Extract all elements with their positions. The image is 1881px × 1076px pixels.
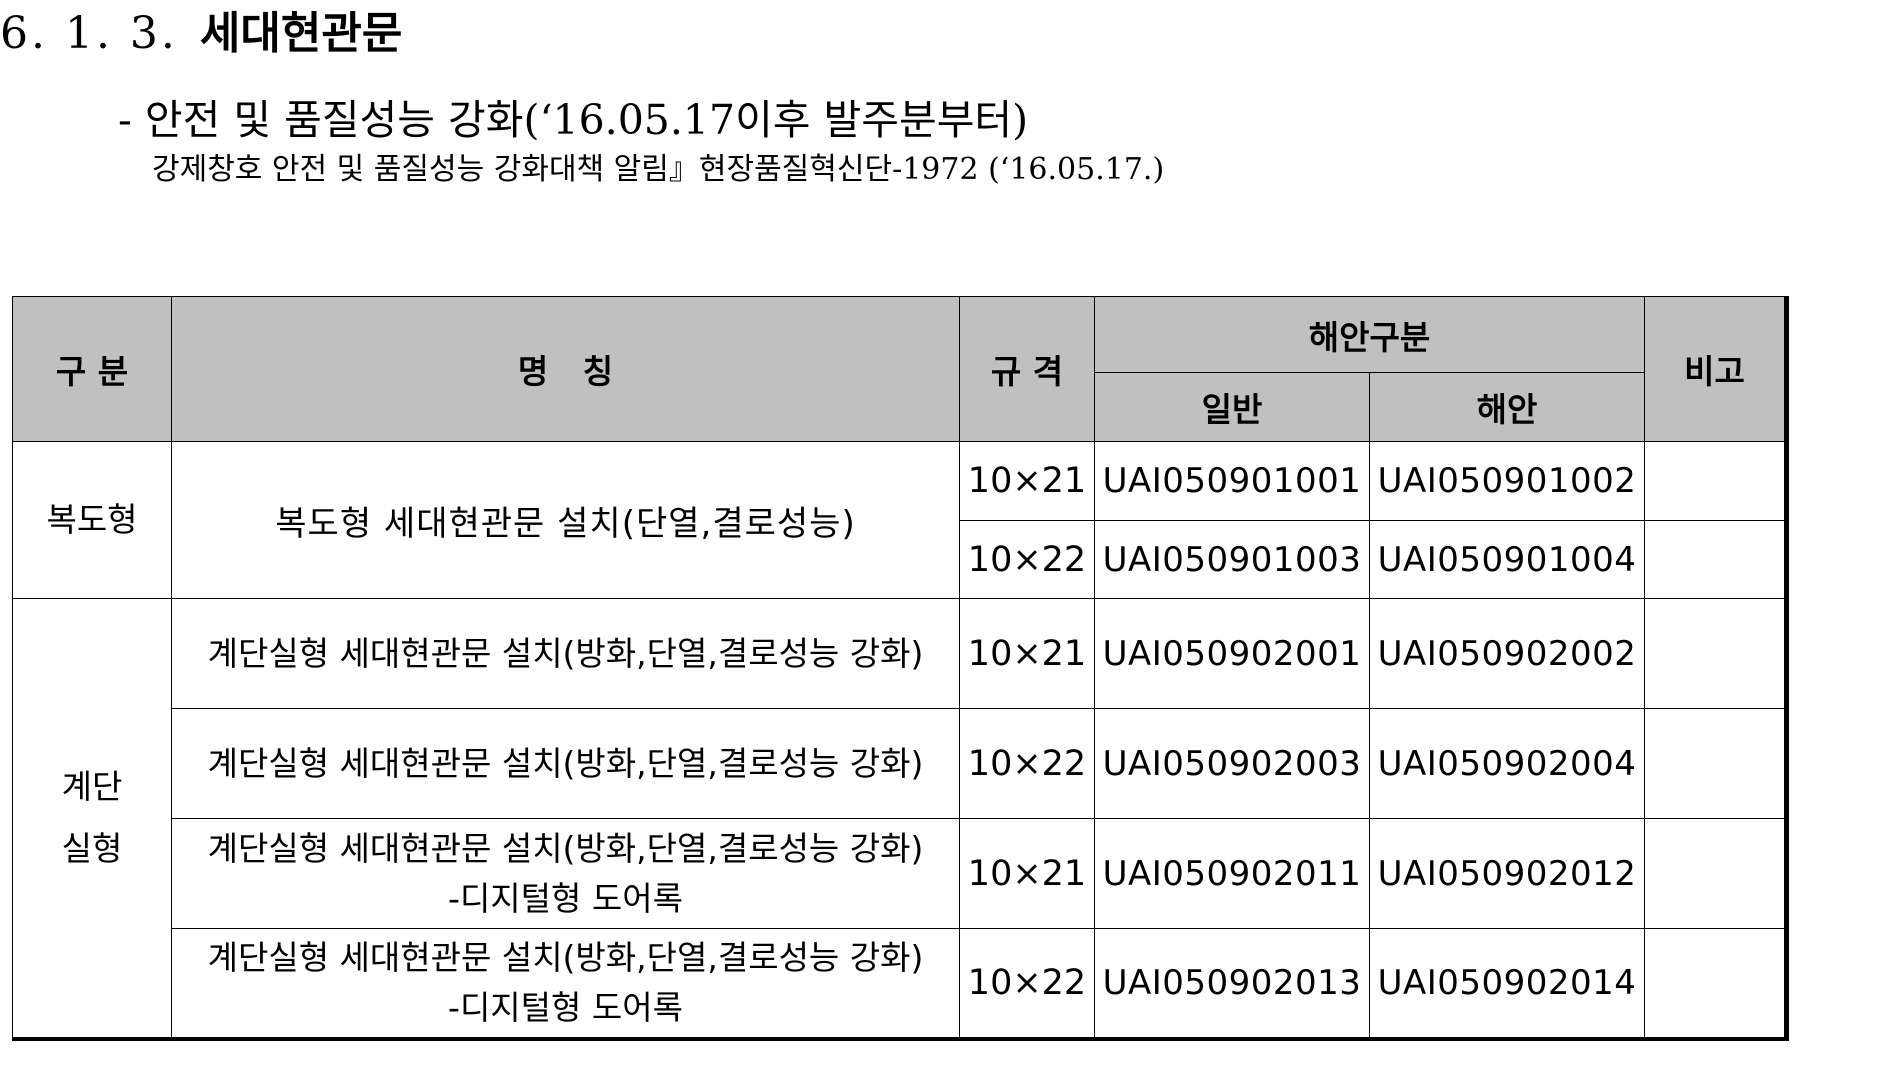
general-code-cell: UAI050902003 (1094, 708, 1370, 819)
coastal-code-cell: UAI050902002 (1368, 598, 1646, 709)
coastal-code-cell: UAI050902014 (1368, 928, 1646, 1039)
group-label-line: 계단 (61, 766, 123, 806)
item-name: 계단실형 세대현관문 설치(방화,단열,결로성능 강화) -디지털형 도어록 (171, 928, 960, 1039)
header-coastal: 해안 (1368, 372, 1646, 442)
table-row: 복도형 복도형 세대현관문 설치(단열,결로성능) 10×21 UAI05090… (12, 441, 1788, 599)
remarks-cell (1644, 708, 1788, 819)
general-code-cell: UAI050902011 (1094, 818, 1370, 929)
general-code-cell: UAI050902013 (1094, 928, 1370, 1039)
general-code-cell: UAI050902001 (1094, 598, 1370, 709)
header-row-1: 구 분 명 칭 규 격 해안구분 비고 (12, 296, 1788, 442)
reference-note: 강제창호 안전 및 품질성능 강화대책 알림』현장품질혁신단-1972 (‘16… (152, 152, 1165, 187)
table-row: 계단실형 세대현관문 설치(방화,단열,결로성능 강화) -디지털형 도어록 1… (13, 818, 1788, 929)
remarks-cell (1644, 598, 1788, 709)
spec-cell: 10×22 (959, 928, 1095, 1039)
table-row: 계단 실형 계단실형 세대현관문 설치(방화,단열,결로성능 강화) 10×21… (12, 598, 1788, 1039)
section-number: 6. 1. 3. (0, 8, 178, 59)
general-code-cell: UAI050901003 (1094, 520, 1370, 599)
group-label-line: 실형 (61, 828, 123, 868)
header-name: 명 칭 (171, 296, 960, 442)
item-name: 복도형 세대현관문 설치(단열,결로성능) (171, 441, 960, 599)
remarks-cell (1644, 928, 1788, 1039)
general-code-cell: UAI050901001 (1094, 441, 1370, 521)
item-name-line: 계단실형 세대현관문 설치(방화,단열,결로성능 강화) (207, 743, 924, 783)
coastal-code-cell: UAI050901004 (1368, 520, 1646, 599)
remarks-cell (1644, 818, 1788, 929)
header-category: 구 분 (12, 296, 172, 442)
spec-cell: 10×21 (959, 598, 1095, 709)
coastal-code-cell: UAI050902012 (1368, 818, 1646, 929)
group-label: 복도형 (12, 441, 172, 599)
item-name-line: 계단실형 세대현관문 설치(방화,단열,결로성능 강화) (207, 937, 924, 977)
item-name-line: -디지털형 도어록 (448, 878, 683, 918)
remarks-cell (1644, 520, 1788, 599)
item-name-line: 계단실형 세대현관문 설치(방화,단열,결로성능 강화) (207, 633, 924, 673)
spec-cell: 10×22 (959, 520, 1095, 599)
item-name: 계단실형 세대현관문 설치(방화,단열,결로성능 강화) -디지털형 도어록 (171, 818, 960, 929)
coastal-code-cell: UAI050901002 (1368, 441, 1646, 521)
door-spec-table: 구 분 명 칭 규 격 해안구분 비고 일반 해안 복도형 복도형 세대현관문 … (12, 296, 1790, 1041)
section-heading: 6. 1. 3. 세대현관문 (0, 6, 402, 62)
spec-cell: 10×22 (959, 708, 1095, 819)
group-label: 계단 실형 (12, 598, 172, 1039)
item-name: 계단실형 세대현관문 설치(방화,단열,결로성능 강화) (171, 708, 960, 819)
table-row: 계단실형 세대현관문 설치(방화,단열,결로성능 강화) -디지털형 도어록 1… (13, 928, 1788, 1039)
item-name-line: -디지털형 도어록 (448, 987, 683, 1027)
table-row: 10×22 UAI050901003 UAI050901004 (13, 520, 1788, 599)
header-row-2: 일반 해안 (13, 372, 1787, 442)
header-coastal-group: 해안구분 (1093, 296, 1646, 373)
coastal-code-cell: UAI050902004 (1368, 708, 1646, 819)
subtitle: - 안전 및 품질성능 강화(‘16.05.17이후 발주분부터) (118, 96, 1029, 144)
group-label-line: 복도형 (46, 500, 138, 539)
table-row: 계단실형 세대현관문 설치(방화,단열,결로성능 강화) 10×22 UAI05… (13, 708, 1788, 819)
section-title: 세대현관문 (199, 8, 403, 59)
spec-cell: 10×21 (959, 441, 1095, 521)
header-remarks: 비고 (1644, 296, 1788, 442)
spec-cell: 10×21 (959, 818, 1095, 929)
item-name: 계단실형 세대현관문 설치(방화,단열,결로성능 강화) (171, 598, 960, 709)
item-name-line: 계단실형 세대현관문 설치(방화,단열,결로성능 강화) (207, 828, 924, 868)
remarks-cell (1644, 441, 1788, 521)
header-general: 일반 (1094, 372, 1370, 442)
header-spec: 규 격 (959, 296, 1095, 442)
